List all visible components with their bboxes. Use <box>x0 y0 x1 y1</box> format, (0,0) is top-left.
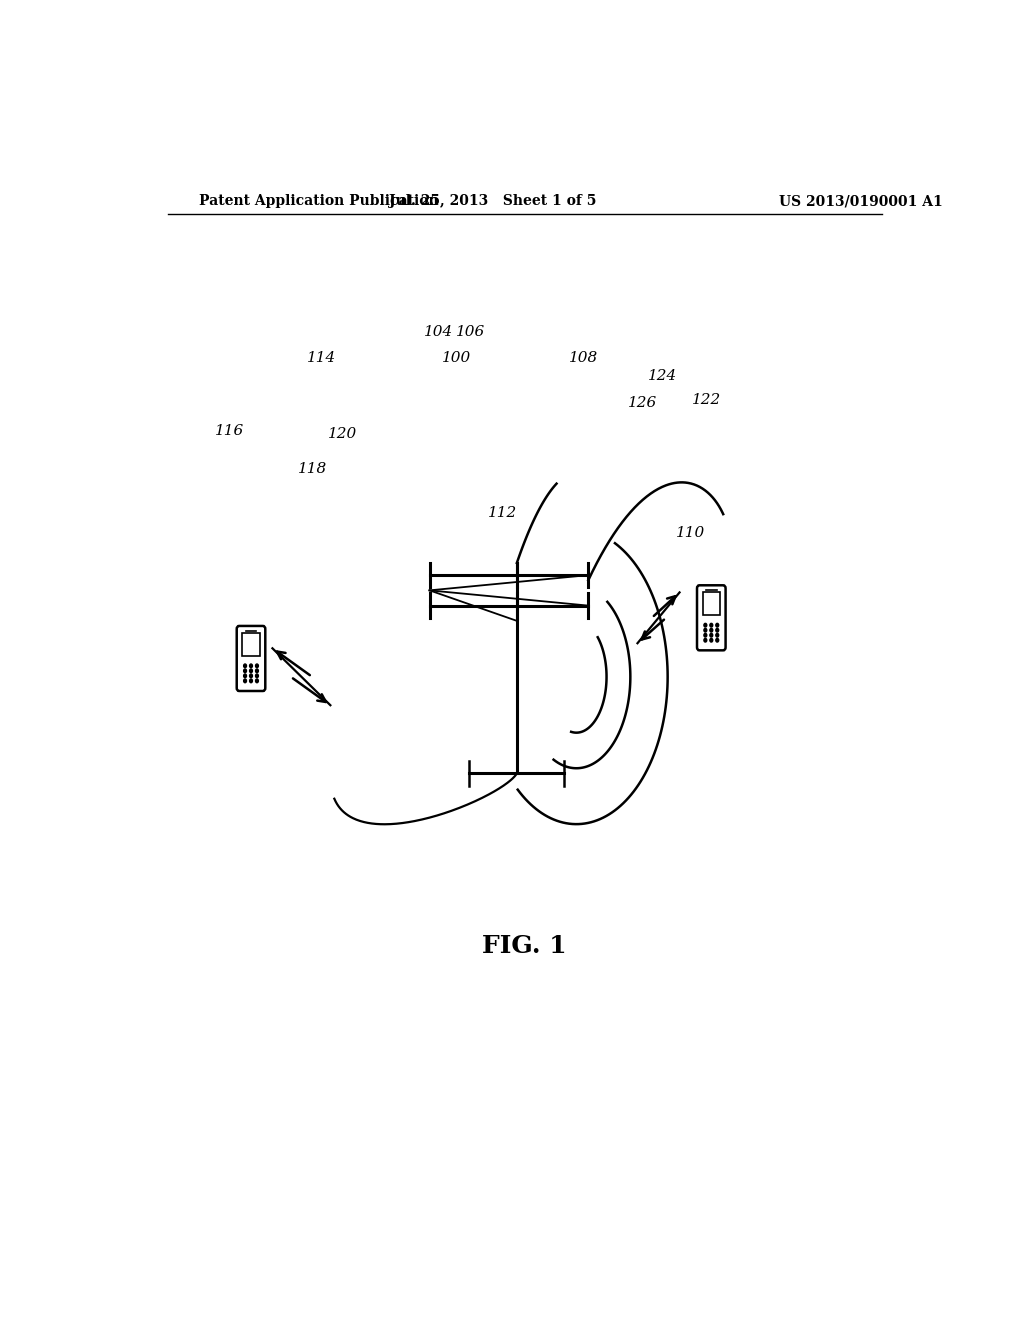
Circle shape <box>716 639 719 642</box>
Circle shape <box>716 623 719 627</box>
Text: Jul. 25, 2013   Sheet 1 of 5: Jul. 25, 2013 Sheet 1 of 5 <box>389 194 597 209</box>
Circle shape <box>256 669 258 673</box>
Circle shape <box>256 678 258 682</box>
Text: 120: 120 <box>328 426 357 441</box>
Bar <box>243 632 259 656</box>
Circle shape <box>244 678 247 682</box>
Text: 126: 126 <box>628 396 657 411</box>
Text: Patent Application Publication: Patent Application Publication <box>200 194 439 209</box>
Circle shape <box>703 623 707 627</box>
Text: 108: 108 <box>568 351 598 364</box>
Circle shape <box>710 639 713 642</box>
Text: 116: 116 <box>215 424 245 438</box>
Circle shape <box>710 628 713 632</box>
Circle shape <box>710 634 713 638</box>
FancyBboxPatch shape <box>237 626 265 690</box>
Circle shape <box>703 634 707 638</box>
Text: 122: 122 <box>691 393 721 408</box>
Text: 112: 112 <box>487 506 517 520</box>
Circle shape <box>244 675 247 677</box>
Circle shape <box>703 628 707 632</box>
Circle shape <box>250 678 253 682</box>
Circle shape <box>716 634 719 638</box>
Circle shape <box>244 669 247 673</box>
Text: 100: 100 <box>441 351 471 364</box>
Text: 118: 118 <box>298 462 327 477</box>
Text: 104: 104 <box>424 325 454 339</box>
Circle shape <box>703 639 707 642</box>
Text: 114: 114 <box>306 351 336 364</box>
Bar <box>702 591 720 615</box>
Circle shape <box>250 669 253 673</box>
Circle shape <box>710 623 713 627</box>
Circle shape <box>250 675 253 677</box>
Text: FIG. 1: FIG. 1 <box>482 935 567 958</box>
Circle shape <box>256 664 258 668</box>
Text: 124: 124 <box>648 370 677 383</box>
Text: 106: 106 <box>456 325 485 339</box>
Circle shape <box>250 664 253 668</box>
Text: 110: 110 <box>676 525 705 540</box>
FancyBboxPatch shape <box>697 585 726 651</box>
Text: US 2013/0190001 A1: US 2013/0190001 A1 <box>778 194 942 209</box>
Circle shape <box>256 675 258 677</box>
Circle shape <box>716 628 719 632</box>
Circle shape <box>244 664 247 668</box>
